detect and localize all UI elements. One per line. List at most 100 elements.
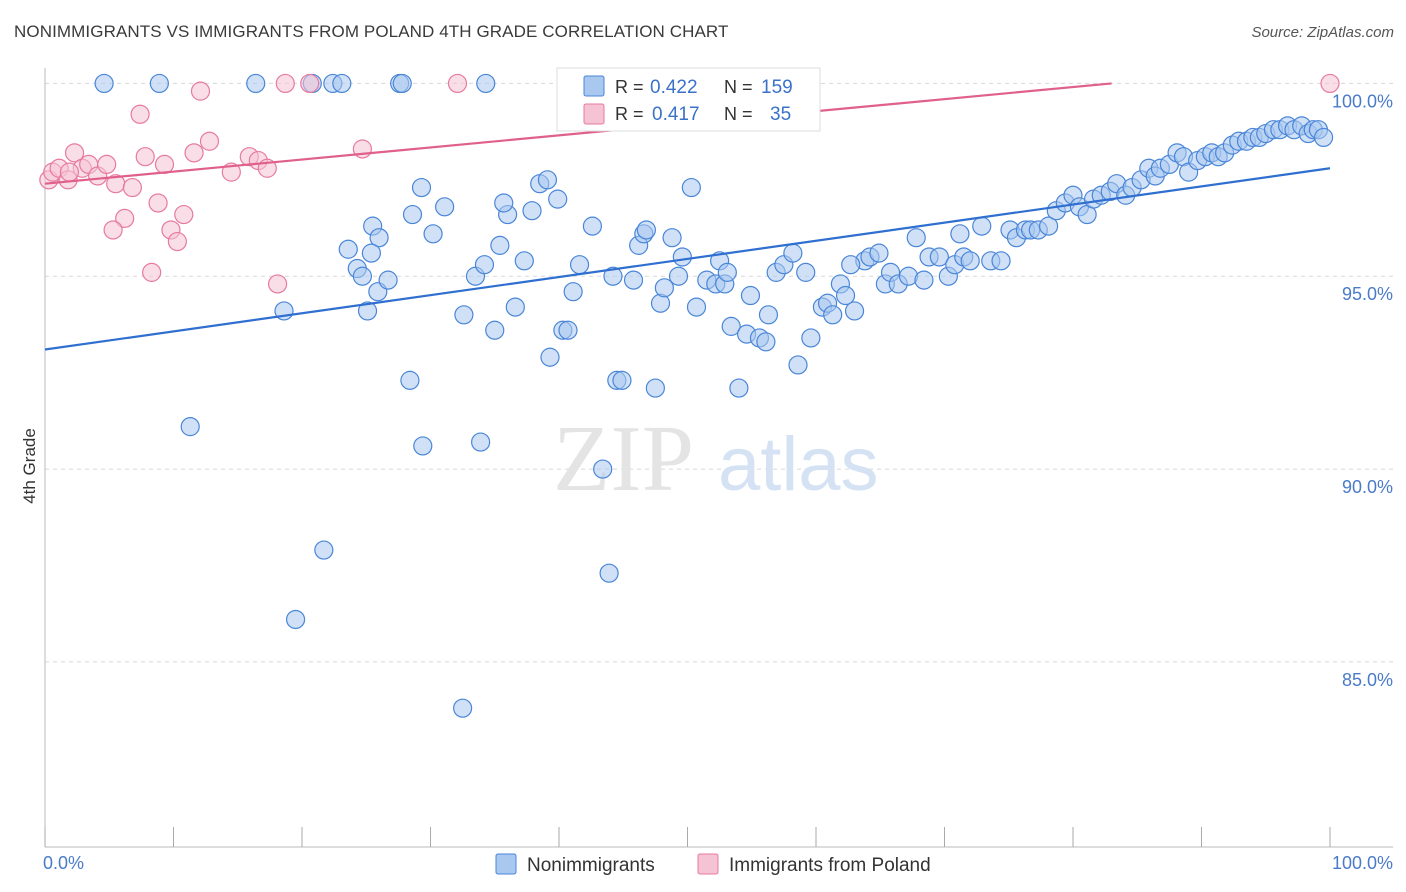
data-point <box>740 285 761 306</box>
data-point <box>514 251 534 271</box>
data-point <box>612 370 632 390</box>
data-point <box>485 320 505 340</box>
data-point <box>149 73 169 94</box>
data-point <box>180 417 200 437</box>
data-point <box>603 266 623 286</box>
data-point <box>991 251 1011 271</box>
data-point <box>599 563 619 583</box>
y-tick-label: 95.0% <box>1342 284 1393 304</box>
legend-label-immigrants-from-poland: Immigrants from Poland <box>729 855 931 876</box>
data-point <box>490 235 510 255</box>
data-point <box>357 301 378 321</box>
data-point <box>563 282 583 302</box>
data-point <box>540 347 560 367</box>
legend-r-value: 0.417 <box>652 104 700 125</box>
data-point <box>636 220 656 240</box>
legend: R = 0.422 N = 159 R = 0.417 N = 35 <box>556 67 821 132</box>
data-point <box>582 216 603 236</box>
data-point <box>392 73 412 94</box>
data-point <box>756 332 776 352</box>
data-point <box>199 131 220 151</box>
trend-lines <box>44 82 1331 351</box>
data-point <box>906 228 926 248</box>
data-point <box>285 609 306 630</box>
axes <box>44 68 1393 848</box>
data-point <box>494 193 514 213</box>
data-point <box>1313 127 1334 148</box>
y-tick-label: 90.0% <box>1342 477 1393 497</box>
series-nonimmigrants <box>94 73 1334 718</box>
data-point <box>142 262 162 282</box>
data-point <box>796 262 816 282</box>
data-point <box>474 255 495 275</box>
data-point <box>453 698 473 718</box>
data-point <box>558 320 578 340</box>
data-point <box>729 378 749 398</box>
series-immigrants-from-poland <box>39 73 1340 294</box>
data-point <box>267 274 288 294</box>
data-point <box>662 228 682 248</box>
data-point <box>97 154 117 175</box>
data-point <box>758 305 779 325</box>
data-point <box>914 270 934 290</box>
data-point <box>841 255 861 275</box>
data-point <box>471 432 491 452</box>
data-point <box>352 266 372 286</box>
data-point <box>154 154 175 175</box>
data-point <box>411 177 432 198</box>
legend-n-label: N = <box>724 104 753 124</box>
chart-title: NONIMMIGRANTS VS IMMIGRANTS FROM POLAND … <box>14 22 729 41</box>
data-point <box>1038 216 1059 236</box>
data-point <box>64 143 85 163</box>
data-point <box>537 170 558 190</box>
y-tick-labels: 100.0% 95.0% 90.0% 85.0% <box>1332 91 1393 689</box>
legend-swatch-nonimmigrants <box>495 853 517 875</box>
legend-swatch-immigrants <box>583 103 605 125</box>
x-tick-label: 0.0% <box>43 853 84 873</box>
trend-line-nonimmigrants <box>44 167 1331 351</box>
data-point <box>338 239 358 259</box>
data-point <box>332 73 352 94</box>
data-point <box>400 370 420 390</box>
data-point <box>783 243 803 263</box>
data-point <box>960 251 980 271</box>
data-point <box>122 177 142 198</box>
data-point <box>246 73 266 94</box>
y-tick-label: 85.0% <box>1342 670 1393 690</box>
data-point <box>623 270 644 290</box>
data-point <box>130 104 150 124</box>
legend-label-nonimmigrants: Nonimmigrants <box>527 855 655 876</box>
data-point <box>801 328 821 348</box>
data-point <box>654 278 674 298</box>
data-point <box>476 73 496 94</box>
data-point <box>929 247 949 267</box>
bottom-legend: Nonimmigrants Immigrants from Poland <box>495 853 931 876</box>
data-point <box>672 247 692 267</box>
data-point <box>569 255 590 275</box>
data-point <box>148 193 168 213</box>
data-point <box>823 305 843 325</box>
data-point <box>135 147 155 167</box>
data-point <box>454 305 474 325</box>
data-point <box>435 197 455 217</box>
data-point <box>972 216 992 236</box>
data-point <box>717 262 737 282</box>
y-axis-label: 4th Grade <box>20 428 39 504</box>
legend-swatch-nonimmigrants <box>583 75 605 97</box>
data-point <box>174 204 194 225</box>
watermark: ZIP atlas <box>553 407 879 511</box>
x-tick-labels: 0.0% 100.0% <box>43 853 1393 873</box>
data-point <box>686 297 707 317</box>
data-point <box>668 266 689 286</box>
watermark-atlas: atlas <box>718 422 879 507</box>
data-point <box>505 297 525 317</box>
data-point <box>645 378 665 398</box>
data-point <box>950 224 970 244</box>
data-point <box>167 231 187 252</box>
data-point <box>378 270 398 290</box>
data-point <box>361 243 381 263</box>
data-point <box>190 81 211 101</box>
data-point <box>184 143 204 163</box>
legend-r-label: R = <box>615 104 644 124</box>
data-point <box>423 224 443 244</box>
